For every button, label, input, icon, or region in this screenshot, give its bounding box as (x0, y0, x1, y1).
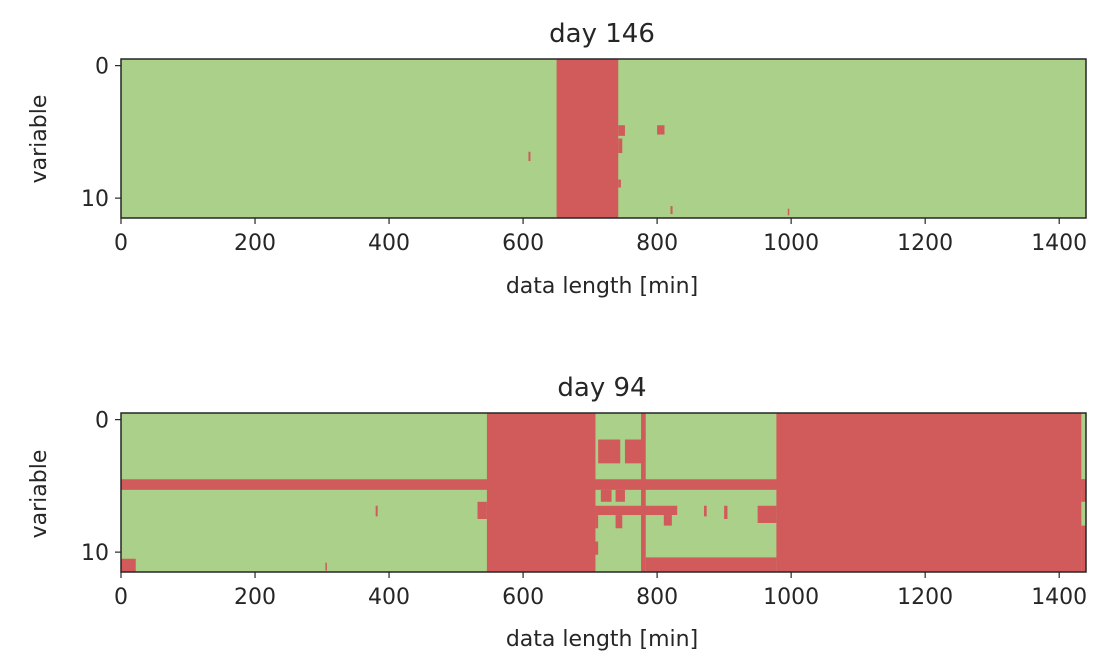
missing-block-16 (757, 505, 777, 523)
missing-block-6 (670, 206, 673, 215)
panel-2-heatmap (120, 412, 1087, 573)
x-tick-label: 400 (368, 231, 410, 256)
plot-frame (120, 412, 1087, 573)
missing-block-3 (618, 179, 621, 188)
panel-1-title: day 146 (549, 19, 655, 49)
missing-block-20 (375, 505, 378, 517)
y-tick-label: 0 (95, 409, 109, 434)
missing-block-8 (641, 413, 646, 572)
panel-2-title: day 94 (557, 373, 646, 403)
missing-block-7 (787, 208, 790, 216)
panel-2-y-ticks: 0 10 (81, 409, 121, 566)
plot-frame (120, 58, 1087, 219)
x-tick-label: 1400 (1031, 231, 1087, 256)
missing-block-19 (477, 501, 487, 519)
x-tick-label: 1200 (897, 585, 953, 610)
panel-1-x-ticks: 0 200 400 600 800 1000 1200 1400 (114, 218, 1087, 256)
x-tick-label: 800 (636, 585, 678, 610)
missing-block-18 (704, 505, 707, 517)
missing-block-14 (595, 515, 599, 529)
panel-2: day 94 0 200 400 600 800 1000 1200 1400 010 dat… (27, 373, 1087, 652)
missing-block-13 (663, 515, 672, 526)
panel-1-heatmap (120, 58, 1087, 219)
panel-1-y-axis-label: variable (27, 95, 52, 184)
missing-block-0 (121, 479, 1086, 490)
missing-block-2 (776, 413, 1082, 572)
missing-block-0 (556, 59, 619, 218)
panel-2-x-ticks: 0 200 400 600 800 1000 1200 1400 (114, 572, 1087, 610)
panel-1-y-ticks: 0 10 (81, 55, 121, 212)
x-tick-label: 800 (636, 231, 678, 256)
missing-block-6 (598, 439, 621, 464)
x-tick-label: 1200 (897, 231, 953, 256)
x-tick-label: 400 (368, 585, 410, 610)
missing-block-15 (645, 557, 777, 572)
missing-block-5 (121, 558, 136, 572)
y-tick-label: 10 (81, 541, 109, 566)
y-tick-label: 10 (81, 187, 109, 212)
missing-block-21 (325, 562, 327, 571)
x-tick-label: 200 (234, 585, 276, 610)
missing-block-3 (1081, 479, 1086, 502)
panel-2-y-axis-label: variable (27, 450, 52, 539)
missing-block-12 (615, 515, 623, 529)
x-tick-label: 0 (114, 231, 128, 256)
panel-1: day 146 0 200 400 600 800 1000 1200 1400 010 da… (27, 19, 1087, 299)
missing-block-2 (618, 138, 623, 154)
x-tick-label: 200 (234, 231, 276, 256)
x-tick-label: 1000 (763, 585, 819, 610)
missing-block-4 (657, 125, 665, 135)
x-tick-label: 1000 (763, 231, 819, 256)
missing-block-1 (618, 125, 625, 136)
x-tick-label: 600 (502, 231, 544, 256)
missing-block-22 (590, 541, 599, 555)
missing-block-10 (600, 489, 612, 502)
panel-1-x-axis-label: data length [min] (506, 274, 698, 299)
missing-block-11 (615, 489, 625, 502)
x-tick-label: 0 (114, 585, 128, 610)
x-tick-label: 1400 (1031, 585, 1087, 610)
missing-block-7 (624, 439, 644, 464)
x-tick-label: 600 (502, 585, 544, 610)
missing-block-1 (486, 413, 596, 572)
missing-block-5 (528, 151, 531, 162)
y-tick-label: 0 (95, 55, 109, 80)
missing-block-4 (1081, 525, 1086, 572)
missing-block-9 (595, 505, 678, 516)
missing-block-17 (724, 505, 728, 519)
panel-2-x-axis-label: data length [min] (506, 627, 698, 652)
